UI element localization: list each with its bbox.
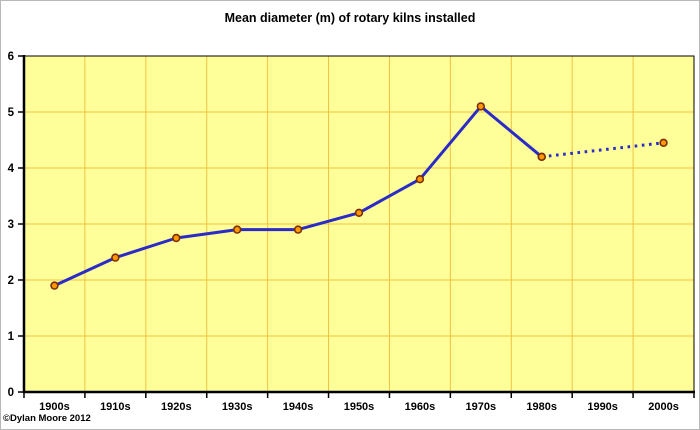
data-point-marker (50, 281, 59, 290)
data-point-marker (111, 253, 120, 262)
y-axis-tick-label: 3 (8, 219, 14, 231)
x-axis-tick-label: 1980s (526, 401, 557, 413)
y-axis-tick-label: 4 (8, 163, 15, 175)
x-axis-tick-label: 1900s (39, 401, 70, 413)
y-axis-tick-label: 0 (8, 387, 14, 399)
data-point-marker (415, 175, 425, 184)
data-point-marker (537, 152, 546, 162)
data-point-marker (476, 102, 486, 111)
x-axis-tick-label: 1910s (100, 401, 131, 413)
data-point-marker (172, 233, 181, 243)
data-point-marker (659, 138, 668, 148)
data-series-line-dotted (541, 141, 664, 159)
x-axis-tick-label: 1950s (344, 401, 375, 413)
x-axis-tick-label: 1990s (587, 401, 618, 413)
copyright-text: ©Dylan Moore 2012 (3, 413, 91, 424)
x-axis-tick-label: 1930s (222, 401, 253, 413)
y-axis-tick-label: 1 (8, 331, 15, 343)
x-axis-tick-label: 1940s (283, 401, 314, 413)
data-point-marker (354, 208, 364, 218)
y-axis-tick-label: 6 (8, 51, 14, 63)
x-axis-tick-label: 1920s (161, 401, 192, 413)
data-point-marker (232, 225, 242, 234)
x-axis-tick-label: 1960s (405, 401, 436, 413)
x-axis-tick-label: 1970s (466, 401, 497, 413)
y-axis-tick-label: 2 (8, 275, 14, 287)
data-point-marker (293, 225, 303, 234)
y-axis-tick-label: 5 (8, 107, 15, 119)
chart-title: Mean diameter (m) of rotary kilns instal… (224, 11, 476, 25)
x-axis-tick-label: 2000s (648, 401, 679, 413)
